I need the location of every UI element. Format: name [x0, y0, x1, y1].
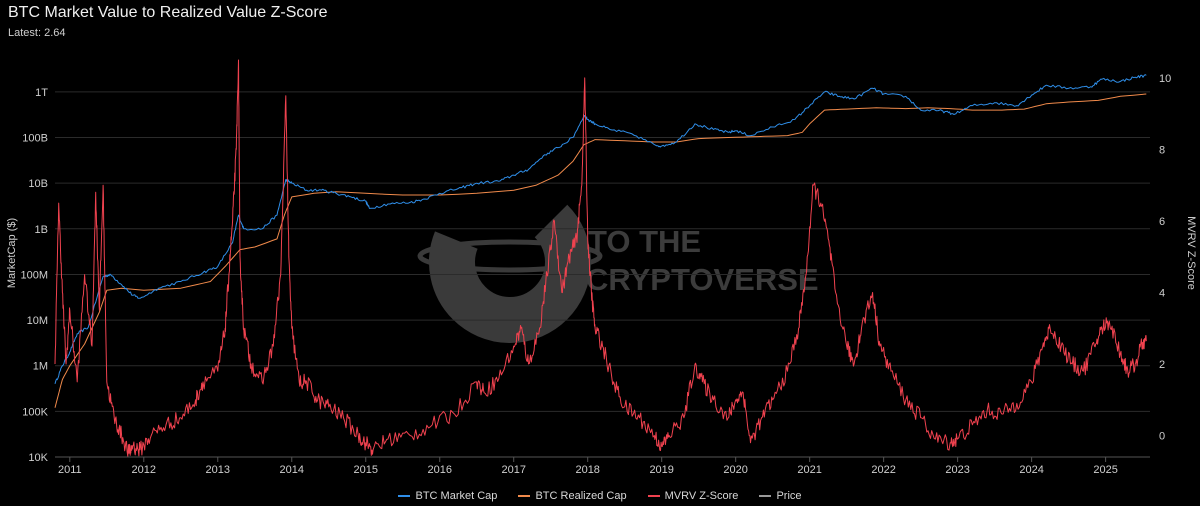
- y-right-tick-8: 8: [1159, 144, 1165, 156]
- x-tick-2024: 2024: [1019, 464, 1043, 476]
- legend-swatch-2: [647, 495, 660, 497]
- legend-swatch-0: [398, 495, 411, 497]
- legend-item-btc-realized-cap[interactable]: BTC Realized Cap: [518, 490, 627, 502]
- watermark: TO THE CRYPTOVERSE: [417, 181, 819, 343]
- x-tick-2011: 2011: [58, 464, 82, 476]
- x-tick-2025: 2025: [1093, 464, 1117, 476]
- legend-swatch-3: [759, 495, 772, 497]
- y-left-tick-100K: 100K: [22, 406, 48, 418]
- legend-item-mvrv-z-score[interactable]: MVRV Z-Score: [647, 490, 739, 502]
- y-left-tick-100M: 100M: [20, 269, 48, 281]
- legend-swatch-1: [518, 495, 531, 497]
- y-left-tick-10B: 10B: [28, 178, 48, 190]
- y-left-tick-1M: 1M: [33, 361, 48, 373]
- watermark-logo-ring: [429, 181, 591, 343]
- y-left-tick-1B: 1B: [35, 224, 48, 236]
- x-tick-2014: 2014: [280, 464, 304, 476]
- y-right-tick-10: 10: [1159, 73, 1171, 85]
- x-tick-2013: 2013: [206, 464, 230, 476]
- y-right-tick-2: 2: [1159, 359, 1165, 371]
- x-tick-2021: 2021: [797, 464, 821, 476]
- grid: [55, 91, 1150, 458]
- x-tick-2016: 2016: [427, 464, 451, 476]
- y-right-tick-6: 6: [1159, 216, 1165, 228]
- x-tick-2023: 2023: [945, 464, 969, 476]
- legend-label-btc-market-cap: BTC Market Cap: [415, 490, 498, 502]
- series-layer: [54, 59, 1147, 457]
- legend: BTC Market Cap BTC Realized Cap MVRV Z-S…: [0, 488, 1200, 502]
- x-tick-2022: 2022: [871, 464, 895, 476]
- y-left-tick-1T: 1T: [35, 87, 48, 99]
- chart-title: BTC Market Value to Realized Value Z-Sco…: [8, 4, 328, 21]
- x-tick-2018: 2018: [575, 464, 599, 476]
- chart-subtitle: Latest: 2.64: [8, 27, 66, 39]
- y-left-tick-10M: 10M: [27, 315, 48, 327]
- legend-label-price: Price: [776, 490, 802, 502]
- watermark-line2: CRYPTOVERSE: [586, 262, 819, 297]
- x-tick-2015: 2015: [354, 464, 378, 476]
- x-tick-2017: 2017: [501, 464, 525, 476]
- legend-label-btc-realized-cap: BTC Realized Cap: [535, 490, 627, 502]
- x-tick-2012: 2012: [132, 464, 156, 476]
- y-right-axis-title: MVRV Z-Score: [1185, 216, 1197, 290]
- y-left-axis-title: MarketCap ($): [6, 218, 18, 288]
- watermark-line1: TO THE: [588, 224, 701, 259]
- series-line-btc-realized-cap: [54, 93, 1147, 408]
- y-right-tick-4: 4: [1159, 287, 1165, 299]
- y-left-tick-100B: 100B: [22, 133, 48, 145]
- y-right-tick-0: 0: [1159, 431, 1165, 443]
- legend-label-mvrv-z-score: MVRV Z-Score: [664, 490, 739, 502]
- y-left-tick-10K: 10K: [28, 452, 48, 464]
- legend-item-price[interactable]: Price: [759, 490, 802, 502]
- series-line-mvrv-z-score: [54, 59, 1147, 457]
- axes: 10K 100K 1M 10M 100M 1B 10B 100B 1T 0 2 4 6 8 10 2011 20…: [20, 73, 1171, 476]
- x-tick-2020: 2020: [723, 464, 747, 476]
- x-tick-2019: 2019: [649, 464, 673, 476]
- series-line-btc-market-cap: [54, 74, 1147, 385]
- watermark-logo-orbit: [417, 239, 603, 273]
- legend-item-btc-market-cap[interactable]: BTC Market Cap: [398, 490, 497, 502]
